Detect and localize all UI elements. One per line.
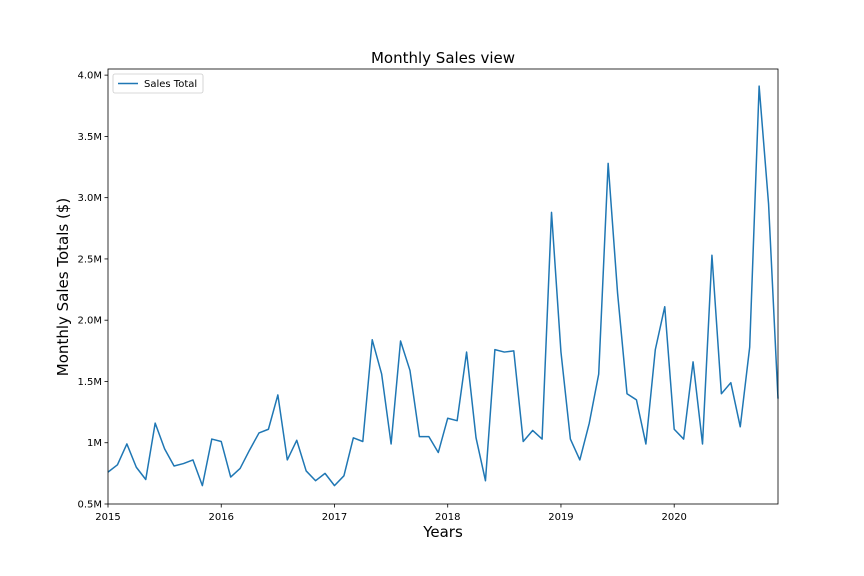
x-axis-ticks: 2015 2016 2017 2018 2019 2020	[95, 504, 687, 523]
data-point	[277, 394, 278, 395]
data-point	[249, 449, 250, 450]
series-line-0	[107, 85, 779, 487]
data-point	[532, 430, 533, 431]
legend-box	[112, 73, 204, 94]
data-point	[645, 443, 646, 444]
y-tick-label: 2.5M	[77, 254, 102, 265]
data-point	[400, 340, 401, 341]
data-point	[296, 440, 297, 441]
data-point	[702, 443, 703, 444]
data-point	[117, 464, 118, 465]
data-point	[513, 350, 514, 351]
data-point	[372, 339, 373, 340]
data-point	[617, 293, 618, 294]
data-point	[343, 475, 344, 476]
x-tick-label: 2016	[209, 512, 234, 523]
data-point	[560, 351, 561, 352]
data-point	[730, 382, 731, 383]
data-point	[598, 374, 599, 375]
data-point	[230, 476, 231, 477]
data-point	[126, 443, 127, 444]
y-axis-ticks: 0.5M 1M 1.5M 2.0M 2.5M 3.0M 3.5M 4.0M	[77, 71, 108, 511]
data-point	[608, 163, 609, 164]
data-point	[183, 463, 184, 464]
data-point	[485, 480, 486, 481]
data-point	[626, 393, 627, 394]
y-tick-label: 1.5M	[77, 377, 102, 388]
data-point	[740, 426, 741, 427]
data-point	[258, 432, 259, 433]
data-point	[475, 437, 476, 438]
series-layer	[107, 85, 779, 487]
data-point	[409, 370, 410, 371]
data-point	[692, 361, 693, 362]
data-point	[334, 485, 335, 486]
data-point	[192, 459, 193, 460]
x-axis-title: Years	[422, 523, 463, 541]
data-point	[202, 485, 203, 486]
data-point	[419, 436, 420, 437]
data-point	[768, 203, 769, 204]
data-point	[664, 306, 665, 307]
data-point	[551, 212, 552, 213]
data-point	[306, 470, 307, 471]
data-point	[759, 86, 760, 87]
y-tick-label: 3.5M	[77, 132, 102, 143]
data-point	[390, 443, 391, 444]
legend-label: Sales Total	[144, 79, 197, 90]
data-point	[324, 473, 325, 474]
data-point	[589, 423, 590, 424]
data-point	[457, 420, 458, 421]
data-point	[570, 438, 571, 439]
legend: Sales Total	[112, 73, 204, 94]
data-point	[362, 441, 363, 442]
x-tick-label: 2019	[548, 512, 573, 523]
data-point	[353, 437, 354, 438]
data-point	[428, 436, 429, 437]
data-point	[447, 418, 448, 419]
data-point	[381, 374, 382, 375]
data-point	[145, 479, 146, 480]
data-point	[579, 459, 580, 460]
data-point	[636, 399, 637, 400]
data-point	[711, 255, 712, 256]
data-point	[155, 423, 156, 424]
data-point	[494, 349, 495, 350]
data-point	[674, 429, 675, 430]
y-tick-label: 1M	[87, 438, 102, 449]
chart-title: Monthly Sales view	[371, 49, 515, 67]
data-point	[164, 448, 165, 449]
x-tick-label: 2017	[322, 512, 347, 523]
x-tick-label: 2015	[95, 512, 120, 523]
data-point	[287, 459, 288, 460]
data-point	[523, 441, 524, 442]
data-point	[749, 347, 750, 348]
data-point	[655, 349, 656, 350]
data-point	[541, 438, 542, 439]
y-tick-label: 0.5M	[77, 500, 102, 511]
x-tick-label: 2020	[661, 512, 686, 523]
y-tick-label: 3.0M	[77, 193, 102, 204]
data-point	[221, 441, 222, 442]
data-point	[438, 452, 439, 453]
y-axis-title: Monthly Sales Totals ($)	[54, 198, 72, 376]
data-point	[683, 438, 684, 439]
data-point	[721, 393, 722, 394]
data-point	[240, 468, 241, 469]
data-point	[466, 351, 467, 352]
plot-frame	[107, 68, 779, 505]
data-point	[136, 467, 137, 468]
y-tick-label: 2.0M	[77, 316, 102, 327]
x-tick-label: 2018	[435, 512, 460, 523]
data-point	[211, 438, 212, 439]
data-point	[315, 480, 316, 481]
data-point	[173, 465, 174, 466]
data-point	[504, 351, 505, 352]
y-tick-label: 4.0M	[77, 71, 102, 82]
data-point	[268, 429, 269, 430]
